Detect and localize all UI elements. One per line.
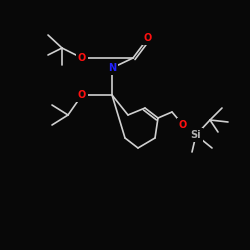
Text: Si: Si <box>191 130 201 140</box>
Text: O: O <box>78 90 86 100</box>
Text: O: O <box>144 33 152 43</box>
Text: N: N <box>108 63 116 73</box>
Text: O: O <box>179 120 187 130</box>
Text: O: O <box>78 53 86 63</box>
